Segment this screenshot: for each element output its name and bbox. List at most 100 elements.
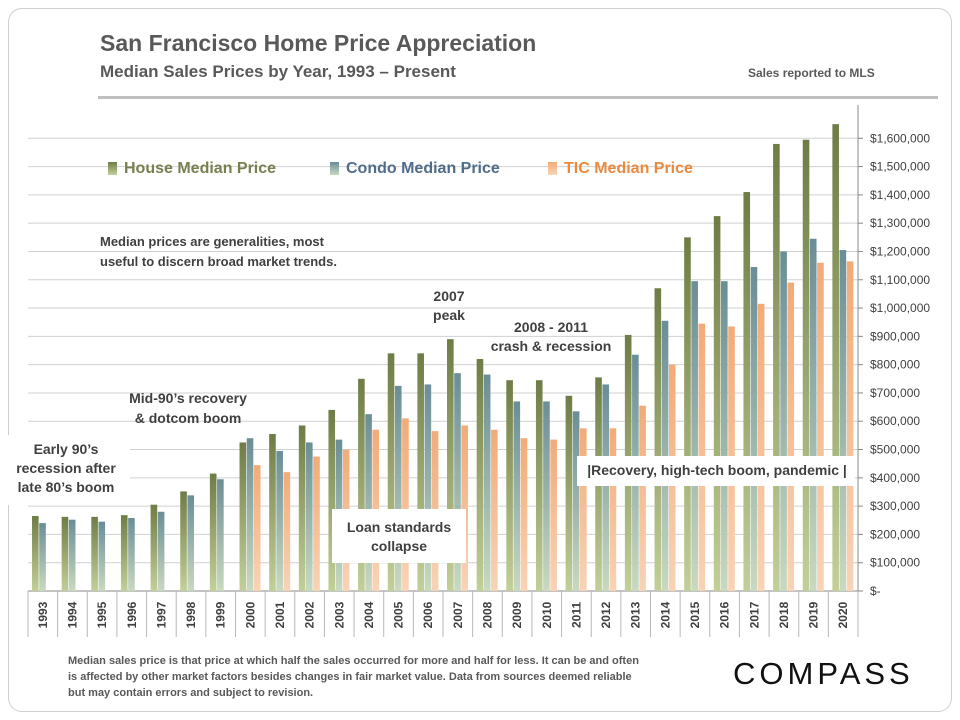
bar-condo-median-price-1994 bbox=[68, 519, 76, 591]
x-tick-label-2013: 2013 bbox=[629, 601, 643, 628]
x-tick-label-2020: 2020 bbox=[836, 601, 850, 628]
bar-house-median-price-2011 bbox=[565, 395, 573, 591]
legend-label-condo-median-price: Condo Median Price bbox=[346, 160, 500, 177]
annotation-median-note-line: useful to discern broad market trends. bbox=[100, 254, 337, 269]
x-tick-label-1993: 1993 bbox=[36, 601, 50, 628]
bar-tic-median-price-2001 bbox=[283, 472, 291, 591]
x-tick-label-1995: 1995 bbox=[95, 601, 109, 628]
bar-house-median-price-1993 bbox=[32, 516, 39, 591]
bar-condo-median-price-2020 bbox=[839, 250, 847, 591]
y-tick-label: $1,500,000 bbox=[870, 160, 930, 174]
bar-condo-median-price-2000 bbox=[246, 438, 254, 591]
bar-condo-median-price-2012 bbox=[602, 384, 610, 591]
bar-condo-median-price-2015 bbox=[691, 281, 698, 591]
bar-tic-median-price-2019 bbox=[817, 262, 824, 591]
bar-condo-median-price-2005 bbox=[394, 385, 402, 591]
y-tick-label: $400,000 bbox=[870, 471, 920, 485]
bar-condo-median-price-1999 bbox=[217, 479, 224, 591]
x-tick-label-2007: 2007 bbox=[451, 601, 465, 628]
annotation-loan-standards-box bbox=[332, 509, 466, 563]
bar-tic-median-price-2000 bbox=[253, 465, 261, 591]
y-tick-label: $800,000 bbox=[870, 358, 920, 372]
bar-condo-median-price-2019 bbox=[809, 238, 817, 592]
bar-tic-median-price-2012 bbox=[609, 428, 617, 591]
bar-condo-median-price-1996 bbox=[128, 518, 135, 591]
bar-house-median-price-2000 bbox=[239, 442, 247, 591]
legend-swatch-tic-median-price bbox=[548, 162, 557, 175]
x-tick-label-1994: 1994 bbox=[65, 601, 79, 628]
y-tick-label: $- bbox=[870, 584, 881, 598]
bar-condo-median-price-2014 bbox=[661, 320, 669, 591]
annotation-recovery-box bbox=[577, 456, 855, 486]
bar-house-median-price-2018 bbox=[773, 143, 780, 591]
x-tick-label-2008: 2008 bbox=[480, 601, 494, 628]
annotation-mid-90s-line: & dotcom boom bbox=[135, 410, 242, 426]
x-tick-label-2019: 2019 bbox=[807, 601, 821, 628]
bar-condo-median-price-2010 bbox=[543, 401, 550, 591]
y-tick-label: $600,000 bbox=[870, 414, 920, 428]
x-tick-label-2017: 2017 bbox=[747, 601, 761, 628]
bar-condo-median-price-2011 bbox=[572, 411, 580, 591]
bar-house-median-price-2014 bbox=[654, 288, 662, 591]
source-note: Sales reported to MLS bbox=[748, 66, 875, 80]
bar-tic-median-price-2017 bbox=[757, 303, 765, 591]
bar-condo-median-price-2009 bbox=[513, 401, 521, 591]
annotation-early-90s-line: recession after bbox=[16, 460, 116, 476]
y-tick-label: $1,000,000 bbox=[870, 301, 930, 315]
x-tick-label-2002: 2002 bbox=[303, 601, 317, 628]
x-tick-label-2009: 2009 bbox=[510, 601, 524, 628]
y-tick-label: $700,000 bbox=[870, 386, 920, 400]
y-tick-label: $1,400,000 bbox=[870, 188, 930, 202]
bar-tic-median-price-2005 bbox=[402, 418, 409, 591]
bar-house-median-price-1997 bbox=[150, 504, 158, 591]
bar-house-median-price-1998 bbox=[180, 491, 187, 591]
x-tick-label-2004: 2004 bbox=[362, 601, 376, 628]
legend-swatch-house-median-price bbox=[108, 162, 117, 175]
annotation-early-90s-box bbox=[6, 435, 130, 505]
bar-house-median-price-2001 bbox=[269, 433, 276, 591]
y-tick-label: $100,000 bbox=[870, 556, 920, 570]
page-title: San Francisco Home Price Appreciation bbox=[100, 30, 537, 56]
annotation-early-90s-line: late 80’s boom bbox=[18, 479, 115, 495]
y-tick-label: $500,000 bbox=[870, 443, 920, 457]
annotation-loan-standards-line: Loan standards bbox=[347, 519, 451, 535]
bar-house-median-price-2017 bbox=[743, 192, 751, 591]
x-tick-label-2015: 2015 bbox=[688, 601, 702, 628]
bar-condo-median-price-2007 bbox=[454, 373, 461, 591]
x-tick-label-2016: 2016 bbox=[718, 601, 732, 628]
annotation-median-note-line: Median prices are generalities, most bbox=[100, 234, 325, 249]
bar-tic-median-price-2013 bbox=[639, 405, 646, 591]
x-tick-label-1996: 1996 bbox=[125, 601, 139, 628]
y-tick-label: $1,100,000 bbox=[870, 273, 930, 287]
bar-tic-median-price-2011 bbox=[579, 428, 587, 591]
y-tick-label: $300,000 bbox=[870, 499, 920, 513]
x-tick-label-2018: 2018 bbox=[777, 601, 791, 628]
bar-house-median-price-2015 bbox=[684, 237, 691, 591]
bar-house-median-price-2007 bbox=[447, 339, 454, 591]
x-tick-label-2003: 2003 bbox=[332, 601, 346, 628]
bar-condo-median-price-1993 bbox=[39, 523, 46, 591]
legend-swatch-condo-median-price bbox=[330, 162, 339, 175]
bar-tic-median-price-2002 bbox=[313, 456, 320, 591]
bar-condo-median-price-2017 bbox=[750, 267, 758, 591]
x-tick-label-2005: 2005 bbox=[392, 601, 406, 628]
bar-condo-median-price-2006 bbox=[424, 384, 432, 591]
annotation-2007-peak-line: 2007 bbox=[433, 288, 464, 304]
bar-tic-median-price-2018 bbox=[787, 282, 795, 591]
compass-logo: COMPASS bbox=[733, 656, 914, 691]
annotation-2007-peak-line: peak bbox=[433, 307, 465, 323]
x-tick-label-1999: 1999 bbox=[214, 601, 228, 628]
legend-label-house-median-price: House Median Price bbox=[124, 160, 276, 177]
y-tick-label: $900,000 bbox=[870, 329, 920, 343]
bar-house-median-price-2004 bbox=[358, 378, 365, 591]
annotation-loan-standards-line: collapse bbox=[371, 538, 427, 554]
bar-condo-median-price-2002 bbox=[306, 442, 313, 591]
bar-condo-median-price-2004 bbox=[365, 414, 372, 591]
bar-condo-median-price-1995 bbox=[98, 521, 106, 591]
y-tick-label: $200,000 bbox=[870, 527, 920, 541]
y-tick-label: $1,300,000 bbox=[870, 216, 930, 230]
bar-house-median-price-2020 bbox=[832, 124, 839, 591]
bar-house-median-price-2016 bbox=[713, 216, 721, 591]
y-tick-label: $1,600,000 bbox=[870, 131, 930, 145]
